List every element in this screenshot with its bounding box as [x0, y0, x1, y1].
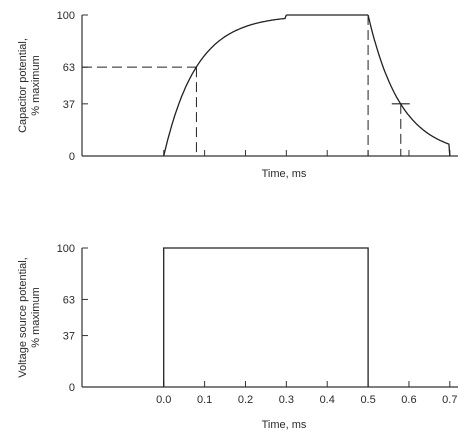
- voltage-source-potential-chart: 0 37 63 100 0.0 0.1 0.2 0.3 0.4 0.5 0.6 0.7 Time, ms…: [17, 243, 458, 431]
- capacitor-y-tick-label: 63: [63, 62, 75, 74]
- capacitor-y-axis-label: Capacitor potential,% maximum: [17, 38, 42, 133]
- source-x-tick-label: 0.5: [360, 394, 375, 406]
- source-y-tick-label: 37: [63, 331, 75, 343]
- source-x-tick-label: 0.1: [197, 394, 212, 406]
- source-x-tick-label: 0.6: [401, 394, 416, 406]
- capacitor-y-tick-label: 37: [63, 99, 75, 111]
- capacitor-y-tick-label: 0: [69, 151, 75, 163]
- capacitor-series-discharge: [367, 14, 451, 157]
- source-y-axis-label: Voltage source potential,% maximum: [17, 257, 42, 377]
- source-y-tick-label: 100: [57, 243, 75, 255]
- capacitor-series-charge: [163, 14, 287, 157]
- source-x-tick-label: 0.3: [279, 394, 294, 406]
- source-y-tick-label: 63: [63, 294, 75, 306]
- capacitor-x-axis-label: Time, ms: [262, 168, 307, 180]
- source-x-axis-label: Time, ms: [262, 419, 307, 431]
- source-x-tick-label: 0.2: [238, 394, 253, 406]
- capacitor-y-tick-label: 100: [57, 10, 75, 22]
- source-x-tick-label: 0.4: [320, 394, 335, 406]
- capacitor-potential-chart: 0 37 63 100 Time, ms Capacitor potential,% ma…: [17, 10, 458, 180]
- source-x-tick-label: 0.0: [156, 394, 171, 406]
- source-x-tick-label: 0.7: [442, 394, 457, 406]
- source-series-square-pulse: [163, 247, 369, 387]
- source-y-tick-label: 0: [69, 382, 75, 394]
